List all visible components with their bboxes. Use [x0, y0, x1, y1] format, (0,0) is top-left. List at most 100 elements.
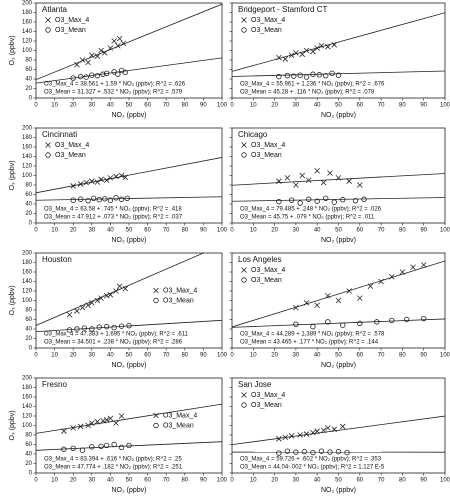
x-stroke — [74, 308, 80, 314]
o-marker — [102, 196, 108, 202]
y-tick-label: 180 — [22, 135, 33, 141]
x-stroke — [85, 422, 91, 429]
x-stroke — [305, 177, 312, 184]
y-tick-label: 40 — [25, 202, 32, 208]
x-marker — [98, 295, 104, 301]
o-marker — [284, 448, 291, 454]
o-marker — [305, 196, 312, 202]
x-marker — [111, 38, 117, 44]
o-marker — [340, 197, 346, 203]
x-stroke — [327, 170, 333, 176]
o-marker — [335, 448, 342, 455]
o-marker — [113, 195, 119, 201]
y-tick-label: 140 — [22, 279, 33, 285]
y-tick-label: 200 — [22, 251, 33, 257]
x-stroke — [241, 267, 247, 273]
x-marker — [331, 42, 338, 48]
x-stroke — [282, 56, 289, 62]
x-tick-label: 70 — [163, 103, 170, 109]
x-stroke — [331, 42, 338, 48]
o-marker — [103, 70, 110, 76]
o-marker — [66, 327, 73, 333]
x-marker — [74, 61, 80, 68]
x-stroke — [241, 142, 247, 148]
x-tick-label: 50 — [335, 478, 342, 484]
x-tick-label: 40 — [107, 228, 114, 234]
x-marker — [339, 423, 346, 430]
y-tick-label: 20 — [25, 86, 32, 92]
x-stroke — [293, 182, 299, 188]
o-marker — [83, 74, 89, 80]
x-marker — [89, 52, 95, 59]
fit-line — [36, 57, 222, 84]
x-marker — [77, 423, 84, 430]
y-tick-label: 80 — [25, 183, 32, 189]
x-stroke — [103, 177, 110, 184]
x-stroke — [399, 269, 406, 275]
o-marker — [81, 325, 88, 331]
x-marker — [335, 175, 342, 181]
y-tick-label: 80 — [25, 433, 32, 439]
y-tick-label: 20 — [25, 211, 32, 217]
o-marker — [323, 72, 329, 79]
o-marker — [241, 27, 247, 33]
o-marker — [297, 200, 303, 206]
fit-line — [232, 318, 445, 328]
o-marker — [310, 449, 316, 456]
x-tick-label: 0 — [34, 103, 38, 109]
x-marker — [102, 50, 108, 56]
panel-title: Fresno — [42, 380, 67, 389]
x-tick-label: 30 — [88, 228, 95, 234]
x-tick-label: 10 — [250, 353, 257, 359]
x-tick-label: 10 — [51, 103, 58, 109]
o-marker — [293, 321, 299, 327]
x-marker — [122, 285, 129, 292]
legend-label: O3_Max_4 — [163, 287, 197, 294]
x-tick-label: 90 — [420, 103, 427, 109]
fit-line — [36, 441, 222, 451]
x-stroke — [153, 412, 159, 419]
panel-title: Cincinnati — [42, 130, 77, 139]
x-marker — [410, 264, 416, 271]
equation: O3_Max_4 = 59.726 + .602 * NO₂ (ppbv); R… — [240, 457, 382, 463]
x-tick-label: 90 — [200, 103, 207, 109]
panel-title: Atlanta — [42, 5, 67, 14]
x-stroke — [325, 43, 331, 50]
y-tick-label: 100 — [22, 173, 33, 179]
o-marker — [314, 198, 320, 204]
y-tick-label: 140 — [22, 154, 33, 160]
y-tick-label: 0 — [29, 221, 33, 227]
x-tick-label: 90 — [420, 353, 427, 359]
fit-line — [36, 196, 222, 201]
x-stroke — [94, 53, 101, 59]
equation: O3_Mean = 45.28 + .116 * NO₂ (ppbv); R^2… — [240, 90, 375, 96]
x-axis-label: NO₂ (ppbv) — [111, 112, 146, 119]
x-stroke — [79, 57, 86, 63]
x-tick-label: 100 — [440, 103, 450, 109]
x-stroke — [310, 429, 316, 436]
x-tick-label: 50 — [126, 353, 133, 359]
x-marker — [120, 40, 127, 47]
panel-title: Bridgeport - Stamford CT — [238, 5, 327, 14]
x-tick-label: 60 — [356, 353, 363, 359]
y-tick-label: 200 — [22, 126, 33, 132]
equation: O3_Mean = 34.501 + .238 * NO₂ (ppbv); R^… — [44, 340, 183, 346]
x-tick-label: 90 — [200, 353, 207, 359]
x-stroke — [282, 434, 289, 441]
o-marker — [118, 196, 125, 202]
o-marker — [70, 75, 76, 81]
x-tick-label: 50 — [126, 478, 133, 484]
fit-line — [232, 197, 445, 202]
o-marker — [115, 71, 121, 77]
o-marker — [98, 443, 104, 450]
y-tick-label: 80 — [25, 308, 32, 314]
o-marker — [297, 72, 303, 78]
x-stroke — [45, 17, 51, 23]
x-tick-label: 80 — [399, 353, 406, 359]
y-tick-label: 120 — [22, 289, 33, 295]
x-tick-label: 20 — [271, 353, 278, 359]
o-marker — [126, 322, 132, 329]
x-stroke — [293, 304, 299, 311]
o-marker — [241, 402, 247, 408]
x-marker — [293, 304, 299, 311]
